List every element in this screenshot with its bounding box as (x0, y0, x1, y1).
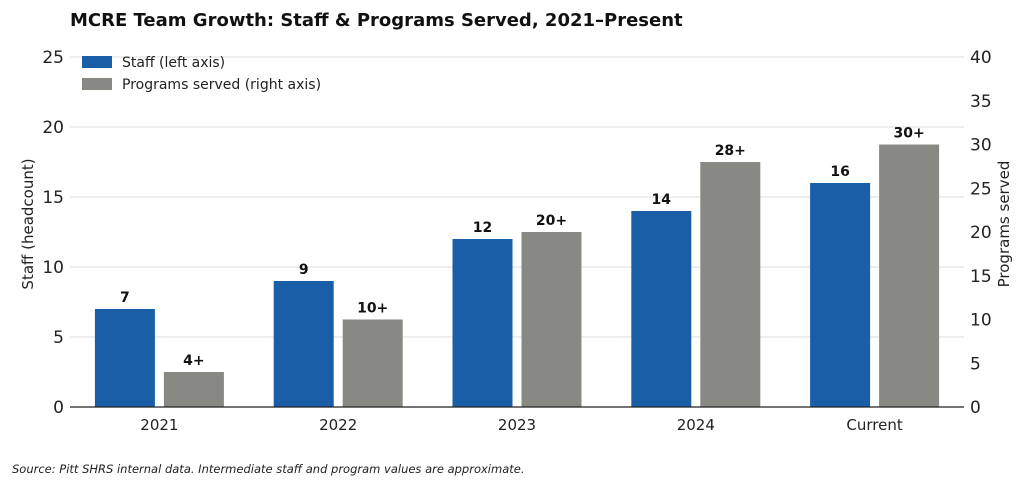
bar-staff (452, 239, 513, 407)
data-label: 14 (652, 192, 672, 208)
y-right-tick-label: 0 (970, 398, 981, 418)
bar-programs (521, 232, 582, 407)
y-right-tick-label: 10 (970, 311, 992, 331)
bar-staff (810, 183, 871, 407)
y-left-tick-label: 25 (42, 48, 64, 68)
bar-programs (879, 144, 940, 407)
axes: 0 5 10 15 20 25 0 5 10 15 20 25 30 35 40 2021 2022 2023 20… (42, 48, 991, 434)
chart-title: MCRE Team Growth: Staff & Programs Serve… (70, 10, 683, 31)
x-tick-label: 2023 (498, 416, 536, 434)
y-left-tick-label: 15 (42, 188, 64, 208)
y-right-tick-label: 40 (970, 48, 992, 68)
y-left-tick-label: 5 (53, 328, 64, 348)
bar-staff (273, 281, 334, 407)
y-axis-right-label: Programs served (995, 161, 1013, 288)
bars (94, 144, 940, 407)
data-label: 4+ (183, 353, 204, 369)
data-label: 7 (120, 290, 130, 306)
bar-staff (631, 211, 692, 407)
legend-entry-staff: Staff (left axis) (122, 55, 225, 71)
data-label: 9 (299, 262, 309, 278)
x-tick-label: 2022 (319, 416, 357, 434)
legend-entry-programs: Programs served (right axis) (122, 77, 321, 93)
source-note: Source: Pitt SHRS internal data. Interme… (12, 462, 525, 476)
data-label: 28+ (715, 143, 746, 159)
legend: Staff (left axis) Programs served (right… (82, 55, 321, 93)
bar-staff (94, 309, 155, 407)
y-right-tick-label: 25 (970, 179, 992, 199)
y-right-tick-label: 20 (970, 223, 992, 243)
data-labels: 7 4+ 9 10+ 12 20+ 14 28+ 16 30+ (120, 126, 925, 370)
x-tick-label: 2021 (140, 416, 178, 434)
y-axis-left-label: Staff (headcount) (19, 158, 37, 289)
data-label: 12 (473, 220, 492, 236)
y-right-tick-label: 5 (970, 354, 981, 374)
bar-programs (700, 162, 761, 407)
y-right-tick-label: 15 (970, 267, 992, 287)
data-label: 30+ (893, 126, 924, 142)
data-label: 20+ (536, 213, 567, 229)
data-label: 10+ (357, 301, 388, 317)
legend-swatch-programs (82, 78, 112, 90)
y-left-tick-label: 10 (42, 258, 64, 278)
bar-programs (342, 319, 403, 407)
legend-swatch-staff (82, 56, 112, 68)
data-label: 16 (830, 164, 849, 180)
y-right-tick-label: 30 (970, 136, 992, 156)
x-tick-label: Current (846, 416, 902, 434)
x-tick-label: 2024 (677, 416, 715, 434)
y-left-tick-label: 0 (53, 398, 64, 418)
bar-programs (163, 372, 224, 407)
y-left-tick-label: 20 (42, 118, 64, 138)
y-right-tick-label: 35 (970, 92, 992, 112)
